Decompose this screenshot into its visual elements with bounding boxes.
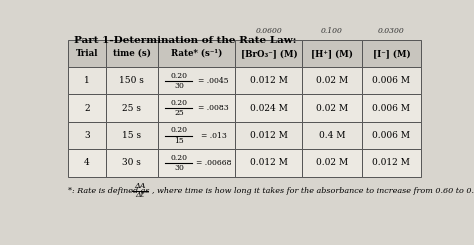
- Text: 0.20: 0.20: [171, 72, 188, 80]
- Text: 30: 30: [174, 82, 184, 90]
- Bar: [68, 40, 106, 67]
- Bar: [157, 40, 236, 67]
- Text: 3: 3: [84, 131, 90, 140]
- Bar: [106, 67, 157, 95]
- Text: 0.02 M: 0.02 M: [316, 76, 348, 85]
- Bar: [236, 40, 302, 67]
- Bar: [302, 67, 362, 95]
- Bar: [106, 149, 157, 177]
- Bar: [68, 122, 106, 149]
- Bar: [302, 149, 362, 177]
- Bar: [362, 40, 421, 67]
- Text: 0.4 M: 0.4 M: [319, 131, 345, 140]
- Text: 0.024 M: 0.024 M: [250, 104, 288, 113]
- Bar: [68, 67, 106, 95]
- Text: *: Rate is defined as: *: Rate is defined as: [68, 187, 150, 195]
- Text: 1: 1: [84, 76, 90, 85]
- Text: = .0045: = .0045: [198, 77, 229, 85]
- Bar: [302, 122, 362, 149]
- Bar: [362, 122, 421, 149]
- Text: 2: 2: [84, 104, 90, 113]
- Text: 15 s: 15 s: [122, 131, 141, 140]
- Text: 0.006 M: 0.006 M: [373, 76, 410, 85]
- Text: Trial: Trial: [76, 49, 98, 58]
- Text: time (s): time (s): [112, 49, 151, 58]
- Bar: [106, 95, 157, 122]
- Bar: [236, 67, 302, 95]
- Text: 0.006 M: 0.006 M: [373, 131, 410, 140]
- Text: 0.0600: 0.0600: [255, 27, 282, 35]
- Text: 0.012 M: 0.012 M: [250, 158, 288, 167]
- Text: 150 s: 150 s: [119, 76, 144, 85]
- Text: 0.100: 0.100: [321, 27, 343, 35]
- Text: 0.0300: 0.0300: [378, 27, 405, 35]
- Bar: [236, 149, 302, 177]
- Text: 0.012 M: 0.012 M: [373, 158, 410, 167]
- Bar: [236, 122, 302, 149]
- Text: 0.20: 0.20: [171, 126, 188, 134]
- Bar: [106, 40, 157, 67]
- Text: 0.20: 0.20: [171, 99, 188, 107]
- Text: 0.012 M: 0.012 M: [250, 131, 288, 140]
- Bar: [68, 95, 106, 122]
- Text: [I⁻] (M): [I⁻] (M): [373, 49, 410, 58]
- Bar: [68, 149, 106, 177]
- Bar: [362, 149, 421, 177]
- Text: 25 s: 25 s: [122, 104, 141, 113]
- Text: 0.20: 0.20: [171, 154, 188, 162]
- Text: Rate* (s⁻¹): Rate* (s⁻¹): [171, 49, 222, 58]
- Bar: [157, 149, 236, 177]
- Text: 15: 15: [174, 137, 184, 145]
- Text: 4: 4: [84, 158, 90, 167]
- Text: [H⁺] (M): [H⁺] (M): [311, 49, 353, 58]
- Bar: [362, 95, 421, 122]
- Bar: [106, 122, 157, 149]
- Bar: [362, 67, 421, 95]
- Text: = .0083: = .0083: [198, 104, 229, 112]
- Text: 0.006 M: 0.006 M: [373, 104, 410, 113]
- Text: 25: 25: [174, 110, 184, 117]
- Text: 0.02 M: 0.02 M: [316, 158, 348, 167]
- Text: ΔA: ΔA: [134, 182, 146, 190]
- Text: 30: 30: [174, 164, 184, 172]
- Text: Δt: Δt: [136, 191, 145, 199]
- Text: , where time is how long it takes for the absorbance to increase from 0.60 to 0.: , where time is how long it takes for th…: [152, 187, 474, 195]
- Text: Part 1-Determination of the Rate Law:: Part 1-Determination of the Rate Law:: [74, 36, 296, 45]
- Bar: [302, 40, 362, 67]
- Bar: [157, 67, 236, 95]
- Bar: [302, 95, 362, 122]
- Text: [BrO₃⁻] (M): [BrO₃⁻] (M): [240, 49, 297, 58]
- Bar: [157, 122, 236, 149]
- Bar: [157, 95, 236, 122]
- Text: 30 s: 30 s: [122, 158, 141, 167]
- Bar: [236, 95, 302, 122]
- Text: 0.012 M: 0.012 M: [250, 76, 288, 85]
- Text: = .013: = .013: [201, 132, 227, 139]
- Text: 0.02 M: 0.02 M: [316, 104, 348, 113]
- Text: = .00668: = .00668: [196, 159, 231, 167]
